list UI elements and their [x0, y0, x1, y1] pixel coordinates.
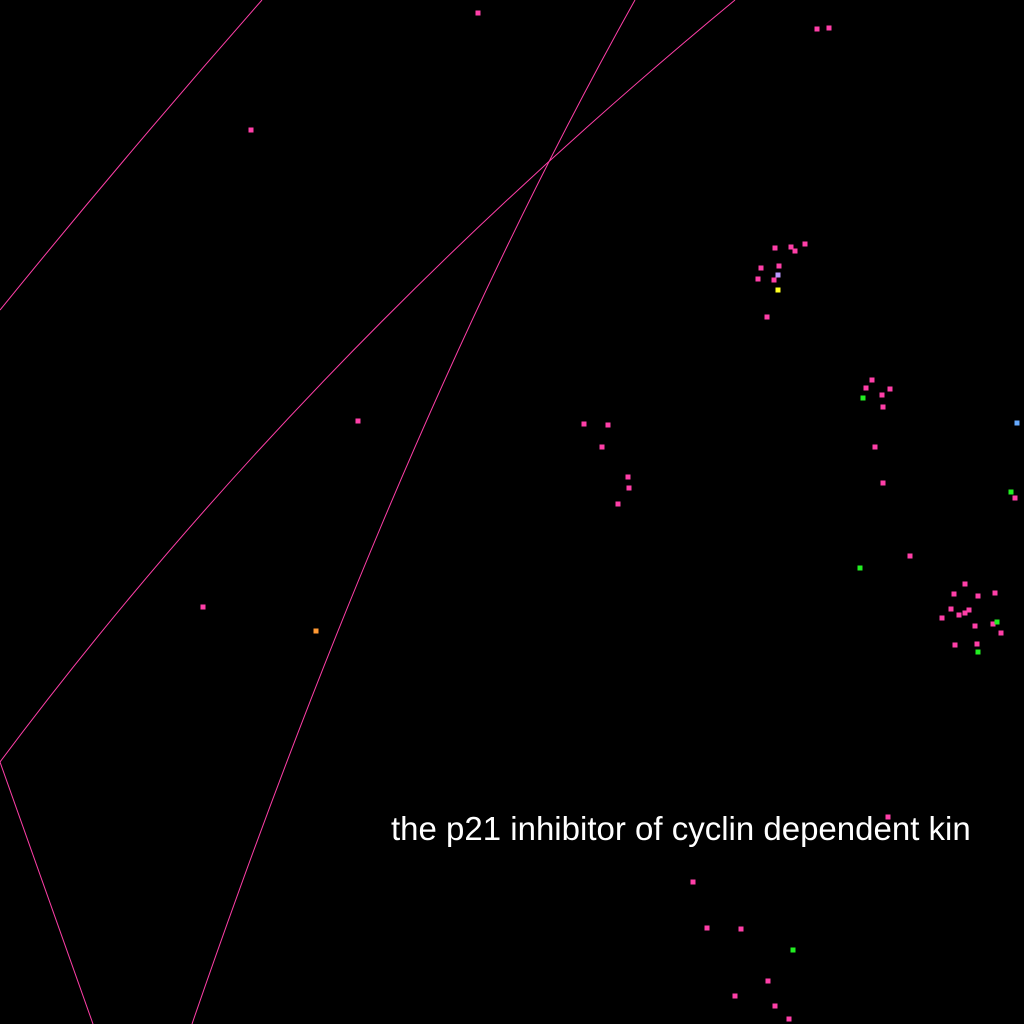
network-node	[475, 10, 481, 16]
network-node	[951, 591, 957, 597]
network-node	[758, 265, 764, 271]
edge-line	[0, 761, 94, 1024]
network-node	[872, 444, 878, 450]
network-node	[826, 25, 832, 31]
network-node	[948, 606, 954, 612]
network-node	[885, 814, 891, 820]
network-node	[790, 947, 796, 953]
network-node	[880, 404, 886, 410]
network-node	[764, 314, 770, 320]
network-node	[771, 277, 777, 283]
network-node	[690, 879, 696, 885]
network-node	[869, 377, 875, 383]
network-node	[772, 245, 778, 251]
edge-line	[191, 0, 636, 1024]
network-node	[765, 978, 771, 984]
edge-line	[0, 0, 263, 311]
network-node	[863, 385, 869, 391]
network-node	[880, 480, 886, 486]
network-node	[248, 127, 254, 133]
network-node	[857, 565, 863, 571]
network-node	[581, 421, 587, 427]
caption-text: the p21 inhibitor of cyclin dependent ki…	[391, 810, 971, 847]
node-layer	[200, 10, 1020, 1022]
network-node	[732, 993, 738, 999]
network-node	[956, 612, 962, 618]
edge-line	[0, 0, 736, 763]
network-node	[802, 241, 808, 247]
network-node	[974, 641, 980, 647]
network-node	[615, 501, 621, 507]
network-node	[962, 610, 968, 616]
network-node	[939, 615, 945, 621]
network-node	[879, 392, 885, 398]
network-node	[907, 553, 913, 559]
network-node	[626, 485, 632, 491]
network-node	[990, 621, 996, 627]
network-node	[814, 26, 820, 32]
network-node	[975, 593, 981, 599]
network-node	[972, 623, 978, 629]
network-node	[860, 395, 866, 401]
network-node	[887, 386, 893, 392]
network-node	[962, 581, 968, 587]
edge-layer	[0, 0, 736, 1024]
network-node	[992, 590, 998, 596]
network-node	[975, 649, 981, 655]
network-node	[772, 1003, 778, 1009]
network-node	[966, 607, 972, 613]
network-node	[599, 444, 605, 450]
network-node	[1008, 489, 1014, 495]
network-node	[786, 1016, 792, 1022]
network-node	[792, 248, 798, 254]
network-node	[775, 272, 781, 278]
network-node	[998, 630, 1004, 636]
network-node	[605, 422, 611, 428]
network-node	[775, 287, 781, 293]
network-node	[625, 474, 631, 480]
network-node	[776, 263, 782, 269]
network-node	[952, 642, 958, 648]
network-node	[755, 276, 761, 282]
network-node	[788, 244, 794, 250]
network-node	[355, 418, 361, 424]
network-node	[313, 628, 319, 634]
network-node	[994, 619, 1000, 625]
network-node	[704, 925, 710, 931]
network-node	[738, 926, 744, 932]
network-node	[200, 604, 206, 610]
network-node	[1012, 495, 1018, 501]
network-node	[1014, 420, 1020, 426]
